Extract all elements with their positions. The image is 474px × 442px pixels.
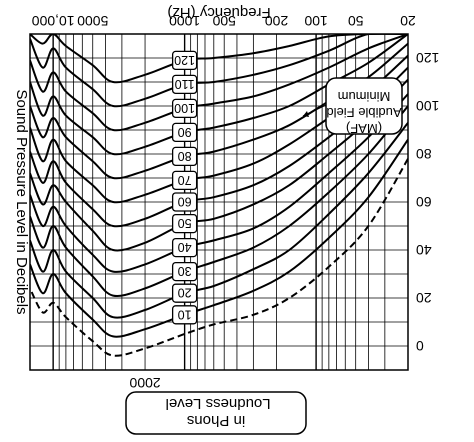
- maf-label-line-2: Audible Field: [326, 105, 401, 120]
- legend: Loudness Level in Phons: [125, 391, 307, 435]
- phon-label: 70: [178, 173, 192, 187]
- x-tick-label: 50: [348, 13, 364, 29]
- phon-label: 100: [174, 101, 195, 115]
- x-tick-label: 100: [304, 13, 328, 29]
- phon-label-box: [171, 98, 198, 119]
- phon-label: 60: [178, 195, 192, 209]
- x-tick-label: 200: [265, 13, 289, 29]
- phon-curve-20: [30, 122, 408, 319]
- maf-label-line-1: Minimum: [338, 89, 391, 104]
- maf-label-line-3: (MAF): [346, 121, 382, 136]
- plot-frame: [29, 33, 409, 371]
- phon-label: 20: [178, 286, 192, 300]
- phon-label-box: [171, 237, 198, 258]
- y-tick-label: 100: [416, 98, 440, 114]
- x-tick-label-top: 2000: [129, 375, 160, 391]
- phon-curve-60: [30, 66, 408, 228]
- x-tick-label: 10,000: [32, 13, 75, 29]
- x-tick-label: 1000: [169, 13, 200, 29]
- phon-label-box: [171, 192, 198, 212]
- y-tick-label: 60: [416, 194, 432, 210]
- y-tick-label: 0: [416, 338, 424, 354]
- phon-curve-50: [30, 78, 408, 252]
- phon-label-box: [171, 74, 198, 95]
- phon-label: 120: [174, 53, 195, 67]
- phon-curve-110: [30, 34, 408, 108]
- phon-label: 40: [178, 240, 192, 254]
- y-tick-label: 80: [416, 146, 432, 162]
- chart-curves: [30, 34, 408, 357]
- phon-label: 110: [175, 77, 195, 91]
- maf-label-box: [325, 77, 403, 135]
- x-tick-label: 20: [400, 13, 416, 29]
- phon-label: 50: [178, 216, 192, 230]
- phon-label: 30: [178, 264, 192, 278]
- phon-label-box: [171, 170, 198, 191]
- maf-curve: [30, 158, 408, 357]
- phon-curve-40: [30, 93, 408, 273]
- phon-label: 90: [178, 125, 192, 139]
- legend-title: Loudness Level in Phons: [161, 395, 270, 429]
- phon-label-box: [171, 146, 198, 167]
- phon-label-box: [171, 122, 198, 143]
- y-tick-label: 20: [416, 290, 432, 306]
- axis-ticks: 0 20 40 60 80 100 120 20 50 100 200 500 1000 500010,0…: [32, 13, 440, 391]
- phon-label: 80: [178, 149, 192, 163]
- phon-label: 10: [178, 307, 192, 321]
- phon-curve-10: [30, 139, 408, 338]
- maf-annotation: Minimum Audible Field (MAF): [302, 77, 403, 136]
- phon-label-box: [171, 305, 198, 325]
- phon-label-box: [171, 283, 198, 303]
- y-tick-label: 120: [416, 50, 440, 66]
- y-tick-label: 40: [416, 242, 432, 258]
- x-tick-label: 5000: [77, 13, 108, 29]
- legend-box: [125, 391, 307, 435]
- y-axis-title: Sound Pressure Level in Decibels: [13, 89, 30, 314]
- maf-pointer-arrow: [303, 111, 309, 117]
- phon-curve-100: [30, 34, 408, 132]
- phon-label-box: [171, 213, 198, 234]
- phon-labels: 10 20 30 40 50 60 70 80 90 100 110 120: [171, 50, 198, 325]
- phon-curve-30: [30, 105, 408, 298]
- x-tick-label: 500: [212, 13, 236, 29]
- x-axis-title: Frequency (Hz): [167, 4, 270, 21]
- phon-label-box: [171, 261, 198, 282]
- legend-title-line-1: Loudness Level: [166, 395, 271, 412]
- legend-title-line-2: in Phons: [187, 412, 245, 429]
- phon-label-box: [171, 50, 198, 71]
